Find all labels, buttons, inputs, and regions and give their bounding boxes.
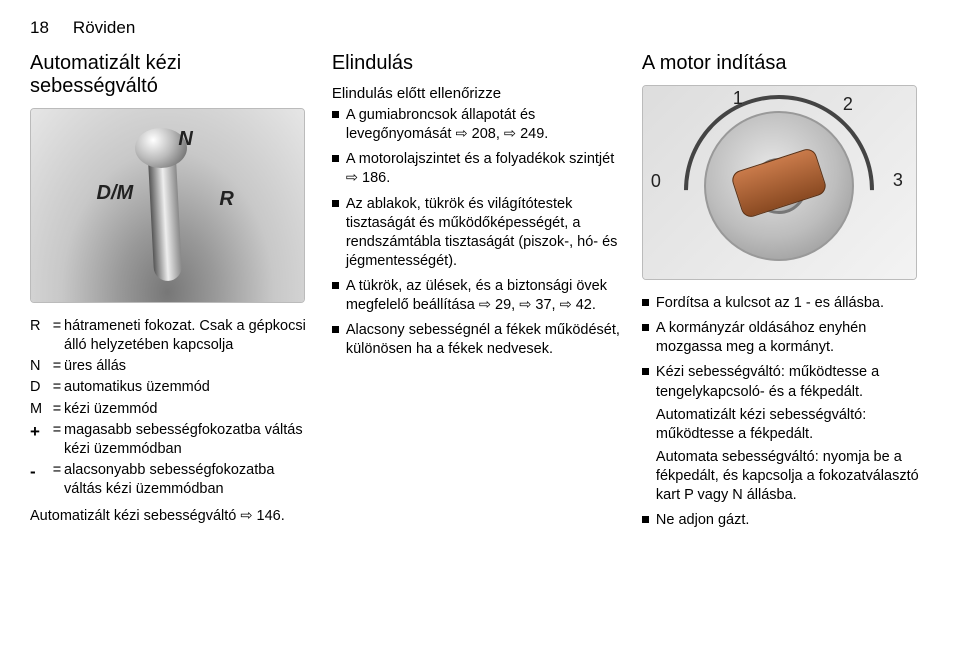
col1-title: Automatizált kézi sebességváltó <box>30 52 310 98</box>
gear-def-val: üres állás <box>64 357 310 376</box>
gear-def-key: + <box>30 421 50 459</box>
gear-def-val: magasabb sebességfokozatba váltás kézi ü… <box>64 421 310 459</box>
gear-def-key: M <box>30 400 50 419</box>
ign-pos-1: 1 <box>733 88 743 109</box>
procedure-line: Automata sebességváltó: nyomja be a fékp… <box>656 448 930 505</box>
column-1: Automatizált kézi sebességváltó N D/M R … <box>30 52 310 536</box>
gear-def-eq: = <box>50 421 64 459</box>
procedure-line: Automatizált kézi sebességváltó: működte… <box>656 406 930 444</box>
col3-title: A motor indítása <box>642 52 930 75</box>
ign-pos-0: 0 <box>651 171 661 192</box>
procedure-line: Kézi sebességváltó: működtesse a tengely… <box>656 363 930 401</box>
start-procedure-list: Fordítsa a kulcsot az 1 - es állásba. A k… <box>642 294 930 530</box>
checklist-item: A motorolajszintet és a folyadékok szint… <box>332 150 620 188</box>
col2-title: Elindulás <box>332 52 620 75</box>
gear-def-row: +=magasabb sebességfokozatba váltás kézi… <box>30 421 310 459</box>
section-title: Röviden <box>73 18 135 38</box>
page-number: 18 <box>30 18 49 38</box>
col2-subtitle: Elindulás előtt ellenőrizze <box>332 85 620 102</box>
gear-def-row: -=alacsonyabb sebességfokozatba váltás k… <box>30 461 310 499</box>
checklist-item: Az ablakok, tükrök és világítótestek tis… <box>332 195 620 272</box>
ign-pos-2: 2 <box>843 94 853 115</box>
gear-def-eq: = <box>50 400 64 419</box>
checklist-item: A tükrök, az ülések, és a biztonsági öve… <box>332 277 620 315</box>
gearshift-illustration: N D/M R <box>30 108 305 303</box>
procedure-item: Ne adjon gázt. <box>642 511 930 530</box>
procedure-line: A kormányzár oldásához enyhén mozgassa m… <box>656 319 930 357</box>
gear-def-val: hátrameneti fokozat. Csak a gépkocsi áll… <box>64 317 310 355</box>
gear-label-r: R <box>219 188 233 211</box>
procedure-line: Fordítsa a kulcsot az 1 - es állásba. <box>656 294 930 313</box>
column-3: A motor indítása 0 1 2 3 Fordítsa a kulc… <box>642 52 930 536</box>
gear-def-key: - <box>30 461 50 499</box>
ignition-illustration: 0 1 2 3 <box>642 85 917 280</box>
gear-label-n: N <box>178 128 192 151</box>
gear-def-key: N <box>30 357 50 376</box>
procedure-item: Fordítsa a kulcsot az 1 - es állásba. <box>642 294 930 313</box>
checklist-item: A gumiabroncsok állapotát és levegőnyomá… <box>332 106 620 144</box>
gear-label-dm: D/M <box>97 182 134 205</box>
gear-def-val: kézi üzemmód <box>64 400 310 419</box>
procedure-item: A kormányzár oldásához enyhén mozgassa m… <box>642 319 930 357</box>
checklist-item: Alacsony sebességnél a fékek működését, … <box>332 321 620 359</box>
ign-pos-3: 3 <box>893 170 903 191</box>
gear-def-eq: = <box>50 357 64 376</box>
gear-def-val: alacsonyabb sebességfokozatba váltás kéz… <box>64 461 310 499</box>
gear-def-key: D <box>30 378 50 397</box>
gear-def-row: R=hátrameneti fokozat. Csak a gépkocsi á… <box>30 317 310 355</box>
gear-def-row: M=kézi üzemmód <box>30 400 310 419</box>
gear-def-val: automatikus üzemmód <box>64 378 310 397</box>
gear-def-eq: = <box>50 378 64 397</box>
gear-def-row: D=automatikus üzemmód <box>30 378 310 397</box>
pre-start-checklist: A gumiabroncsok állapotát és levegőnyomá… <box>332 106 620 360</box>
column-2: Elindulás Elindulás előtt ellenőrizze A … <box>332 52 620 536</box>
gear-def-key: R <box>30 317 50 355</box>
col1-footer: Automatizált kézi sebességváltó ⇨ 146. <box>30 507 310 526</box>
procedure-line: Ne adjon gázt. <box>656 511 930 530</box>
gear-definitions: R=hátrameneti fokozat. Csak a gépkocsi á… <box>30 317 310 499</box>
procedure-item: Kézi sebességváltó: működtesse a tengely… <box>642 363 930 505</box>
gear-def-eq: = <box>50 317 64 355</box>
gear-def-row: N=üres állás <box>30 357 310 376</box>
gear-def-eq: = <box>50 461 64 499</box>
